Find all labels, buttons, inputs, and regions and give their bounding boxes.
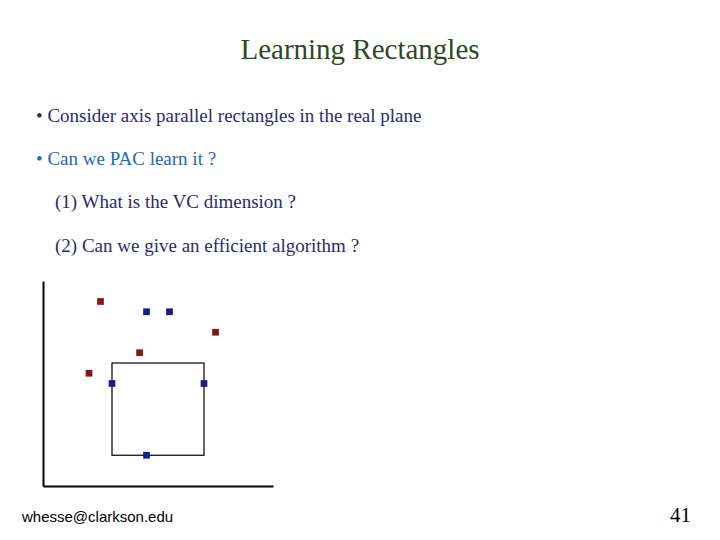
- x-axis: [44, 486, 274, 487]
- annotation: • Can we PAC learn it ?: [36, 148, 216, 169]
- axis-line: [44, 486, 274, 488]
- plot: [44, 282, 274, 487]
- point: [143, 308, 150, 315]
- annotation: whesse@clarkson.edu: [21, 508, 173, 525]
- rectangle: [112, 363, 204, 455]
- axis-line: [43, 282, 45, 487]
- point: [97, 298, 104, 305]
- annotation: 41: [670, 503, 691, 527]
- title: Learning Rectangles: [240, 33, 479, 65]
- point: [212, 329, 219, 336]
- annotation: (2) Can we give an efficient algorithm ?: [36, 235, 359, 257]
- point: [143, 452, 150, 459]
- point: [166, 308, 173, 315]
- slide: Learning Rectangles • Consider axis paral…: [0, 0, 720, 540]
- point: [201, 380, 208, 387]
- point: [136, 349, 143, 356]
- annotation: (1) What is the VC dimension ?: [36, 191, 296, 213]
- point: [109, 380, 116, 387]
- point: [86, 370, 93, 377]
- marks: [86, 298, 219, 458]
- y-axis: [43, 282, 44, 487]
- annotation: • Consider axis parallel rectangles in t…: [36, 105, 421, 126]
